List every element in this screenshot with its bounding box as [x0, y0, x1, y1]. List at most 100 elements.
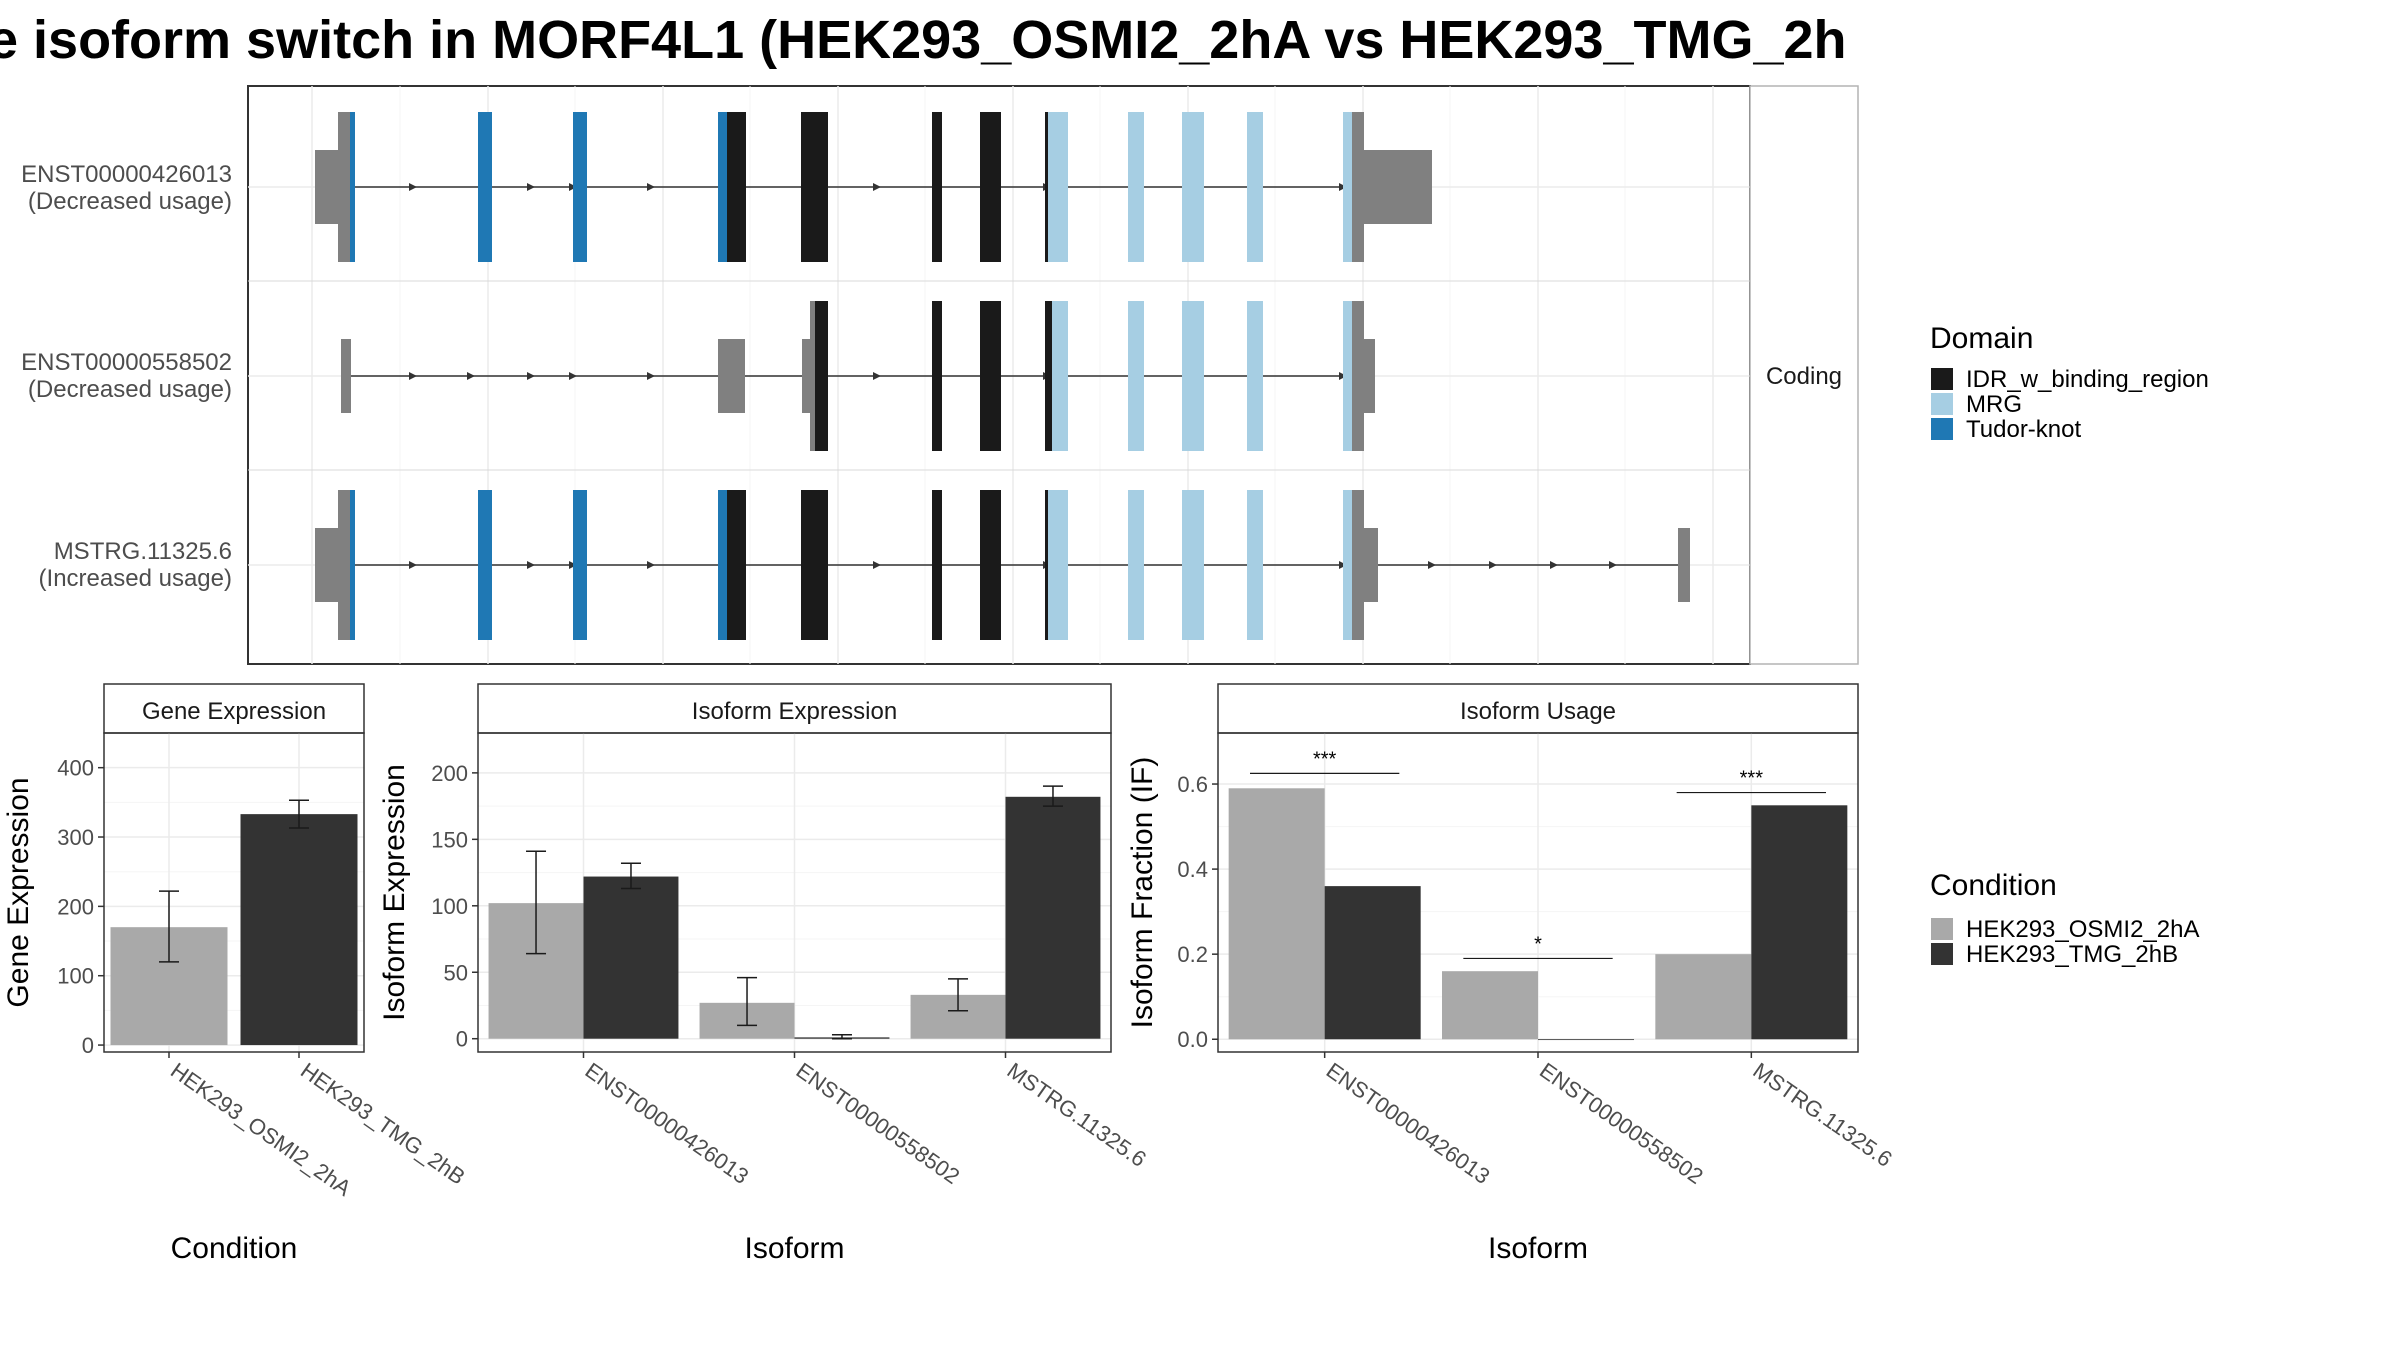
bar — [1751, 805, 1848, 1040]
y-tick-label: 400 — [57, 756, 94, 781]
transcript-3 — [315, 490, 1690, 640]
domain-block — [1048, 112, 1068, 262]
y-tick-label: 50 — [444, 960, 468, 985]
transcript-label-3-usage: (Increased usage) — [39, 565, 232, 592]
legend-swatch-mrg — [1931, 393, 1953, 415]
bar — [240, 814, 358, 1046]
domain-block — [573, 490, 587, 640]
transcript-marks — [315, 112, 1690, 640]
x-tick-label: ENST00000426013 — [1322, 1058, 1495, 1189]
direction-arrow — [1428, 561, 1436, 569]
direction-arrow — [409, 561, 417, 569]
utr-block — [315, 528, 338, 602]
y-tick-label: 300 — [57, 825, 94, 850]
direction-arrow — [467, 372, 475, 380]
utr-block — [341, 339, 351, 413]
domain-block — [815, 301, 828, 451]
x-tick-label: ENST00000426013 — [581, 1058, 754, 1189]
significance-label: *** — [1740, 768, 1764, 790]
domain-block — [573, 112, 587, 262]
domain-legend: Domain IDR_w_binding_region MRG Tudor-kn… — [1930, 322, 2209, 443]
y-tick-label: 0.0 — [1177, 1027, 1208, 1052]
utr-block — [1364, 339, 1375, 413]
direction-arrow — [873, 183, 881, 191]
y-axis-title: Isoform Fraction (IF) — [1126, 757, 1159, 1029]
y-tick-label: 0.2 — [1177, 942, 1208, 967]
transcript-label-3-id: MSTRG.11325.6 — [54, 538, 232, 565]
domain-block — [1182, 301, 1204, 451]
bar — [1538, 1039, 1634, 1041]
domain-block — [801, 490, 828, 640]
domain-block — [932, 490, 942, 640]
domain-block — [980, 490, 1001, 640]
domain-block — [1247, 301, 1263, 451]
domain-block — [1045, 112, 1048, 262]
domain-block — [1182, 112, 1204, 262]
direction-arrow — [409, 372, 417, 380]
domain-block — [478, 490, 492, 640]
transcript-label-1-usage: (Decreased usage) — [28, 188, 232, 215]
utr-block — [1364, 150, 1432, 224]
direction-arrow — [1609, 561, 1617, 569]
x-axis-title: Isoform — [744, 1232, 844, 1265]
domain-block — [1045, 301, 1052, 451]
direction-arrow — [647, 561, 655, 569]
y-axis-title: Gene Expression — [2, 777, 35, 1007]
domain-block — [932, 301, 942, 451]
y-tick-label: 0.6 — [1177, 772, 1208, 797]
y-tick-label: 200 — [431, 761, 468, 786]
utr-block — [718, 339, 745, 413]
domain-block — [801, 112, 828, 262]
legend-label-osmi: HEK293_OSMI2_2hA — [1966, 916, 2199, 943]
y-tick-label: 100 — [431, 894, 468, 919]
y-tick-label: 0.4 — [1177, 857, 1208, 882]
coding-strip — [1749, 85, 1859, 665]
transcript-label-2-usage: (Decreased usage) — [28, 376, 232, 403]
domain-block — [980, 301, 1001, 451]
panel-strip — [1217, 683, 1859, 734]
x-axis-title: Isoform — [1488, 1232, 1588, 1265]
bar — [1655, 954, 1752, 1040]
domain-block — [733, 112, 746, 262]
y-axis-title: Isoform Expression — [378, 764, 411, 1021]
coding-strip-label: Coding — [1766, 363, 1842, 390]
transcript-label-1-id: ENST00000426013 — [21, 161, 232, 188]
utr-block — [1678, 528, 1690, 602]
exon-block — [1352, 490, 1364, 640]
domain-block — [1182, 490, 1204, 640]
legend-label-idr: IDR_w_binding_region — [1966, 366, 2209, 393]
domain-block — [1048, 490, 1068, 640]
legend-label-tudor: Tudor-knot — [1966, 416, 2081, 443]
significance-label: * — [1534, 933, 1542, 955]
legend-swatch-tudor — [1931, 418, 1953, 440]
bar — [1005, 796, 1101, 1039]
y-tick-label: 0 — [456, 1027, 468, 1052]
transcript-1 — [315, 112, 1432, 262]
legend-label-mrg: MRG — [1966, 391, 2022, 418]
legend-swatch-idr — [1931, 368, 1953, 390]
utr-block — [315, 150, 338, 224]
bar-panel-1: Gene Expression0100200300400HEK293_OSMI2… — [2, 683, 470, 1265]
domain-block — [350, 490, 355, 640]
domain-block — [980, 112, 1001, 262]
direction-arrow — [409, 183, 417, 191]
domain-block — [1128, 301, 1144, 451]
domain-block — [1247, 490, 1263, 640]
utr-block — [802, 339, 811, 413]
direction-arrow — [1489, 561, 1497, 569]
domain-block — [478, 112, 492, 262]
x-axis-title: Condition — [171, 1232, 298, 1265]
figure-title: e isoform switch in MORF4L1 (HEK293_OSMI… — [0, 10, 1847, 70]
domain-block — [1247, 112, 1263, 262]
panel-strip-label: Gene Expression — [142, 698, 326, 725]
bar-panel-2: Isoform Expression 0 50 100 150 200 ENST000004… — [378, 683, 1151, 1265]
direction-arrow — [527, 183, 535, 191]
domain-block — [733, 490, 746, 640]
exon-block — [810, 301, 815, 451]
domain-legend-title: Domain — [1930, 322, 2033, 355]
direction-arrow — [527, 372, 535, 380]
x-tick-label: MSTRG.11325.6 — [1003, 1058, 1151, 1172]
condition-legend-title: Condition — [1930, 869, 2057, 902]
exon-block — [1352, 112, 1364, 262]
legend-label-tmg: HEK293_TMG_2hB — [1966, 941, 2178, 968]
